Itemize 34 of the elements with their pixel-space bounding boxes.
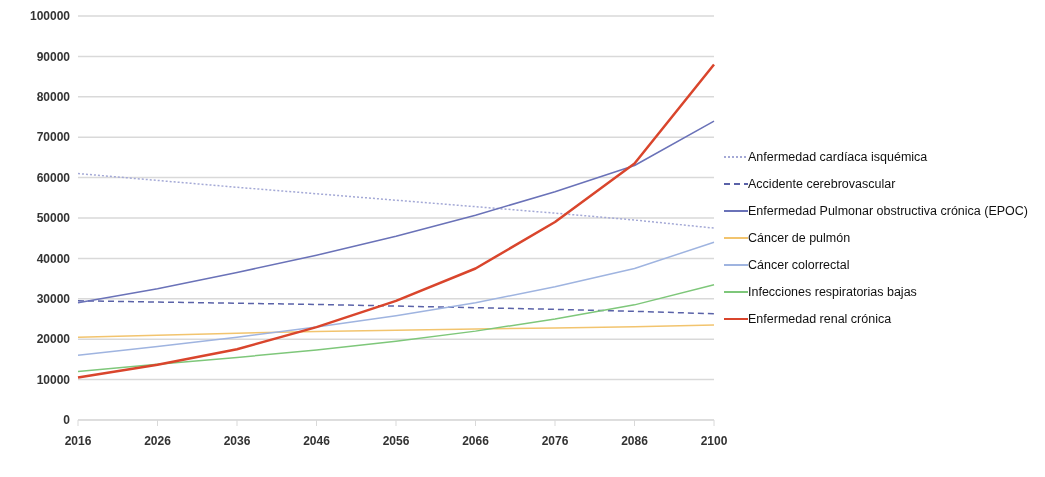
y-tick-label: 100000 [29,9,71,24]
x-tick-label: 2036 [223,433,251,448]
y-tick-label: 90000 [36,49,71,64]
x-tick-label: 2056 [382,433,410,448]
line-series [77,283,715,373]
x-tick-label: 2026 [144,433,172,448]
legend-label: Accidente cerebrovascular [748,177,896,191]
x-tick-label: 2016 [64,433,92,448]
line-series [77,300,715,315]
line-series [77,241,715,357]
x-tick-label: 2100 [700,433,728,448]
x-tick-label: 2066 [462,433,490,448]
y-tick-label: 10000 [36,372,71,387]
legend-label: Enfermedad Pulmonar obstructiva crónica (EPOC) [748,204,1028,218]
legend-label: Enfermedad renal crónica [748,312,892,326]
y-tick-label: 50000 [36,211,71,226]
legend-label: Cáncer colorrectal [748,258,850,272]
line-series [77,120,715,304]
x-tick-label: 2086 [621,433,649,448]
line-series [76,63,716,379]
line-series [77,172,715,229]
y-tick-label: 80000 [36,90,71,105]
x-tick-label: 2076 [541,433,569,448]
legend-label: Anfermedad cardíaca isquémica [748,150,928,164]
x-tick-label: 2046 [303,433,331,448]
y-tick-label: 20000 [36,332,71,347]
y-tick-label: 30000 [36,292,71,307]
y-tick-label: 60000 [36,170,71,185]
y-tick-label: 0 [63,413,71,428]
legend-label: Infecciones respiratorias bajas [748,285,917,299]
legend-label: Cáncer de pulmón [748,231,851,245]
y-tick-label: 40000 [36,251,71,266]
y-tick-label: 70000 [36,130,71,145]
line-series [77,324,715,338]
